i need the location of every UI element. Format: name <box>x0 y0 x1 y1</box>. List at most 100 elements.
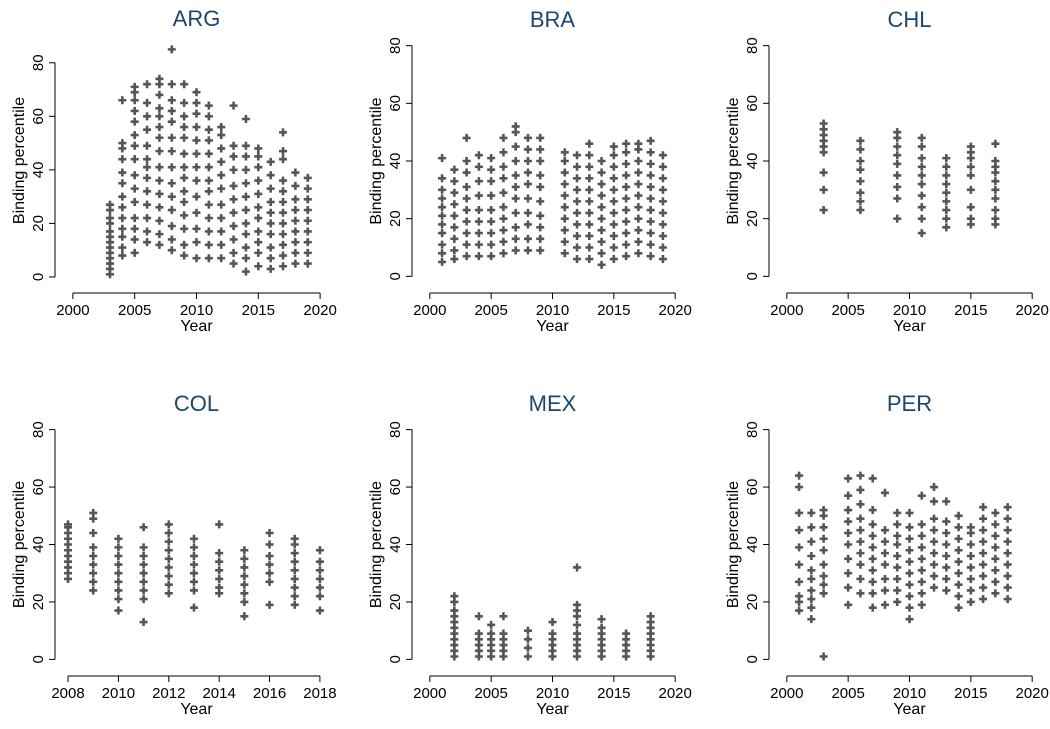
data-point <box>450 211 459 220</box>
y-axis-title: Binding percentile <box>725 97 742 224</box>
data-point <box>139 618 148 627</box>
data-point <box>966 563 975 572</box>
data-point <box>548 629 557 638</box>
data-point <box>511 246 520 255</box>
data-point <box>523 220 532 229</box>
data-point <box>819 119 828 128</box>
data-point <box>991 589 1000 598</box>
data-point <box>189 569 198 578</box>
data-point <box>139 586 148 595</box>
y-tick-label: 40 <box>30 162 47 179</box>
y-tick-label: 40 <box>30 536 47 553</box>
data-point <box>64 574 73 583</box>
data-point <box>118 243 127 252</box>
data-point <box>966 597 975 606</box>
data-point <box>979 572 988 581</box>
data-point <box>474 240 483 249</box>
data-point <box>474 162 483 171</box>
data-point <box>991 508 1000 517</box>
data-point <box>254 214 263 223</box>
data-point <box>868 506 877 515</box>
data-point <box>622 206 631 215</box>
data-point <box>192 88 201 97</box>
data-point <box>192 208 201 217</box>
data-point <box>118 251 127 260</box>
data-point <box>474 177 483 186</box>
data-point <box>966 214 975 223</box>
data-point <box>646 240 655 249</box>
data-point <box>303 238 312 247</box>
data-point <box>966 523 975 532</box>
panel-arg: ARG 0 20 40 60 80 2000 2005 2010 2015 2020 Year Bind… <box>11 6 337 335</box>
data-point <box>64 546 73 555</box>
data-point <box>204 101 213 110</box>
data-point <box>192 109 201 118</box>
data-point <box>942 171 951 180</box>
data-point <box>942 517 951 526</box>
data-point <box>192 163 201 172</box>
data-point <box>487 206 496 215</box>
data-point <box>105 214 114 223</box>
data-point <box>609 197 618 206</box>
y-tick-label: 40 <box>744 153 761 170</box>
data-point <box>143 112 152 121</box>
data-point <box>646 252 655 261</box>
x-axis-title: Year <box>893 701 926 718</box>
data-point <box>164 537 173 546</box>
data-point <box>868 543 877 552</box>
data-point <box>917 214 926 223</box>
data-point <box>991 157 1000 165</box>
data-point <box>917 589 926 598</box>
data-point <box>167 192 176 201</box>
data-point <box>217 200 226 209</box>
data-point <box>290 557 299 566</box>
data-point <box>450 646 459 655</box>
data-point <box>192 192 201 201</box>
data-point <box>560 191 569 200</box>
data-point <box>523 133 532 142</box>
data-point <box>795 526 804 535</box>
data-point <box>474 635 483 644</box>
data-point <box>139 551 148 560</box>
data-point <box>991 177 1000 186</box>
data-point <box>634 180 643 189</box>
data-point <box>844 554 853 563</box>
data-point <box>646 159 655 168</box>
data-point <box>979 526 988 535</box>
data-point <box>474 252 483 261</box>
data-point <box>954 523 963 532</box>
data-point <box>143 187 152 196</box>
data-point <box>819 131 828 140</box>
data-point <box>634 249 643 258</box>
x-tick-label: 2005 <box>831 302 864 319</box>
data-point <box>241 206 250 215</box>
data-point <box>807 595 816 604</box>
data-point <box>130 214 139 223</box>
data-point <box>266 198 275 206</box>
data-point <box>240 563 249 572</box>
data-point <box>585 139 594 148</box>
data-point <box>622 641 631 650</box>
y-tick-label: 60 <box>30 108 47 125</box>
panel-bra: BRA 0 20 40 60 80 2000 2005 2010 2015 2020 Year Bind… <box>368 7 692 335</box>
y-tick-label: 60 <box>387 95 404 112</box>
data-point <box>215 520 224 529</box>
data-point <box>241 115 250 123</box>
data-point <box>118 232 127 241</box>
data-point <box>139 569 148 578</box>
data-point <box>634 139 643 148</box>
data-point <box>217 123 226 132</box>
data-point <box>118 203 127 212</box>
x-tick-label: 2010 <box>893 302 926 319</box>
data-point <box>450 246 459 255</box>
data-point <box>189 560 198 569</box>
data-point <box>942 497 951 506</box>
data-point <box>254 152 263 161</box>
data-point <box>462 194 471 203</box>
data-point <box>979 595 988 604</box>
data-point <box>585 220 594 229</box>
data-point <box>966 148 975 157</box>
data-point <box>573 606 582 615</box>
data-point <box>64 534 73 543</box>
data-point <box>130 224 139 233</box>
